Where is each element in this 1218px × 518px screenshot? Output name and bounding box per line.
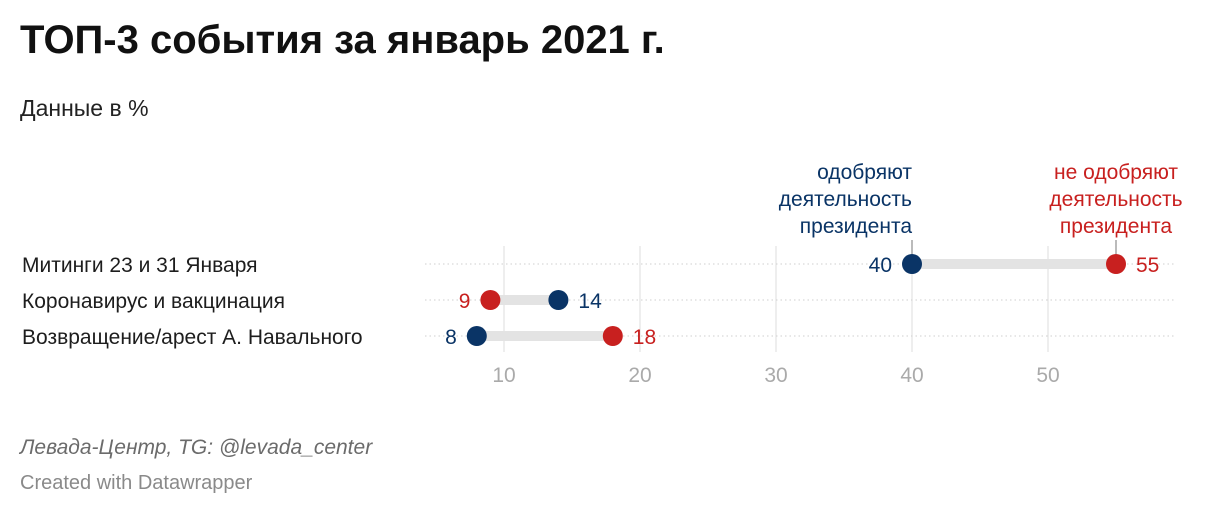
series-label-line: президента [1060,215,1173,238]
x-tick-label: 50 [1036,364,1059,387]
data-point [548,290,569,310]
range-bar [476,331,613,341]
series-label-line: одобряют [817,161,912,184]
x-axis-ticks: 10 20 30 40 50 [492,364,1059,387]
x-tick-label: 40 [900,364,923,387]
chart-title: ТОП-3 события за январь 2021 г. [20,18,665,62]
data-point [466,326,487,346]
range-bar [912,259,1116,269]
x-tick-label: 10 [492,364,515,387]
value-label: 9 [459,290,471,313]
series-label-line: президента [800,215,913,238]
data-points [466,254,1126,346]
series-label-line: деятельность [1049,188,1182,211]
data-point [902,254,922,274]
credit-note: Created with Datawrapper [20,472,253,494]
value-label: 55 [1136,254,1159,277]
value-label: 18 [633,326,656,349]
value-label: 14 [578,290,602,313]
data-point [1106,254,1126,274]
source-note: Левада-Центр, TG: @levada_center [20,436,373,459]
category-label: Коронавирус и вакцинация [22,290,285,313]
x-tick-label: 20 [628,364,651,387]
value-label: 8 [445,326,457,349]
range-bars [476,259,1116,341]
series-label-line: деятельность [779,188,912,211]
range-bar [490,295,559,305]
data-point [602,326,623,346]
series-label-line: не одобряют [1054,161,1178,184]
data-point [480,290,501,310]
value-label: 40 [869,254,892,277]
category-labels: Митинги 23 и 31 Января Коронавирус и вакц… [22,254,363,349]
category-label: Возвращение/арест А. Навального [22,326,363,349]
category-label: Митинги 23 и 31 Января [22,254,258,277]
x-tick-label: 30 [764,364,787,387]
chart-subtitle: Данные в % [20,95,149,121]
series-labels: одобряют деятельность президента не одобряю… [779,161,1183,254]
value-labels: 40 55 14 98 18 [445,254,1159,349]
